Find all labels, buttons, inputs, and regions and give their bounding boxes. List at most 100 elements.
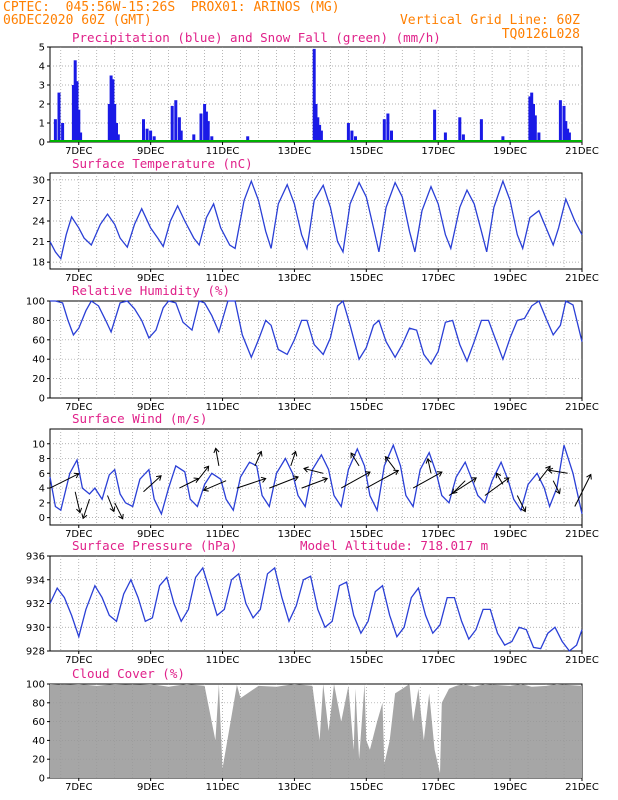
precip-bar <box>458 117 462 142</box>
precip-bar <box>558 100 562 142</box>
precip-xtick-label: 11DEC <box>206 146 240 157</box>
wind-vector-head <box>156 475 162 481</box>
precip-bar <box>179 130 183 142</box>
humidity-xtick-label: 15DEC <box>349 402 383 413</box>
temperature-xtick-label: 19DEC <box>493 273 527 284</box>
precip-bar <box>312 48 316 142</box>
wind-vector-shaft <box>548 469 568 474</box>
pressure-ytick-label: 930 <box>26 623 45 634</box>
wind-vector-shaft <box>340 471 371 489</box>
precip-bar <box>192 134 196 142</box>
precip-bar <box>350 130 354 142</box>
precip-bar <box>567 132 571 142</box>
pressure-xtick-label: 21DEC <box>565 655 599 666</box>
temperature-ytick-label: 21 <box>32 237 45 248</box>
precip-bar <box>382 119 386 142</box>
precip-ytick-label: 4 <box>39 62 45 73</box>
wind-vector-head <box>364 471 371 477</box>
pressure-xtick-label: 11DEC <box>206 655 240 666</box>
cloud-ytick-label: 40 <box>32 736 45 747</box>
precip-bar <box>433 109 437 142</box>
precip-bar <box>532 104 535 142</box>
wind-xtick-label: 11DEC <box>206 529 240 540</box>
precip-bar <box>528 96 532 142</box>
precip-bar <box>203 104 207 142</box>
wind-vector-shaft <box>236 478 266 489</box>
humidity-line <box>50 299 583 366</box>
precip-xtick-label: 17DEC <box>421 146 455 157</box>
wind-vector-shaft <box>452 480 466 494</box>
wind-line <box>49 443 583 516</box>
pressure-ytick-label: 932 <box>26 599 45 610</box>
wind-vector-shaft <box>496 472 504 485</box>
header-grid-note: Vertical Grid Line: 60Z <box>399 13 580 28</box>
pressure-xtick-label: 17DEC <box>421 655 455 666</box>
wind-vector-head <box>503 477 510 483</box>
temperature-title: Surface Temperature (nC) <box>72 156 253 171</box>
wind-vector-head <box>495 472 502 479</box>
wind-vector-head <box>303 466 309 473</box>
cloud-xtick-label: 11DEC <box>206 782 240 793</box>
pressure-xtick-label: 13DEC <box>278 655 312 666</box>
wind-ytick-label: 10 <box>32 439 45 450</box>
wind-xtick-label: 7DEC <box>65 529 92 540</box>
precip-bar <box>77 109 81 142</box>
wind-ytick-label: 0 <box>39 513 45 524</box>
wind-vector-head <box>73 472 80 479</box>
wind-ytick-label: 8 <box>39 454 45 465</box>
wind-vector-head <box>81 513 88 520</box>
precip-bar <box>346 123 350 142</box>
cloud-xtick-label: 13DEC <box>278 782 312 793</box>
precip-bar <box>73 60 77 142</box>
precip-bar <box>177 117 181 142</box>
precip-bar <box>142 119 145 142</box>
wind-vector-head <box>350 452 356 459</box>
precip-bar <box>116 134 120 142</box>
wind-vector-head <box>213 447 220 454</box>
wind-ytick-label: 6 <box>39 469 45 480</box>
precip-xtick-label: 15DEC <box>349 146 383 157</box>
wind-vector-shaft <box>49 473 80 489</box>
wind-vector-head <box>203 465 210 472</box>
cloud-ytick-label: 100 <box>26 680 45 691</box>
wind-vector-shaft <box>82 499 90 519</box>
wind-vector-shaft <box>74 491 81 513</box>
wind-vector-shaft <box>303 468 324 474</box>
precip-xtick-label: 13DEC <box>278 146 312 157</box>
wind-xtick-label: 19DEC <box>493 529 527 540</box>
precip-ytick-label: 0 <box>39 138 45 149</box>
humidity-xtick-label: 21DEC <box>565 402 599 413</box>
wind-vector-shaft <box>385 456 396 470</box>
precip-bar <box>107 104 111 142</box>
precip-bar <box>111 79 115 142</box>
temperature-frame <box>49 172 583 270</box>
precip-bar <box>170 105 174 142</box>
humidity-xtick-label: 7DEC <box>65 402 92 413</box>
wind-vector-shaft <box>215 448 220 466</box>
precip-bar <box>461 134 465 142</box>
temperature-ytick-label: 18 <box>32 258 45 269</box>
precip-bar <box>479 119 483 142</box>
wind-vector-head <box>586 473 592 480</box>
precip-bar <box>79 132 83 142</box>
humidity-ytick-label: 60 <box>32 335 45 346</box>
header-station-line: CPTEC: 045:56W-15:26S PROX01: ARINOS (MG… <box>3 0 340 15</box>
wind-vector-head <box>256 450 263 457</box>
precip-bar <box>316 117 320 142</box>
pressure-line <box>49 566 583 652</box>
humidity-xtick-label: 17DEC <box>421 402 455 413</box>
pressure-annotation: Model Altitude: 718.017 m <box>300 538 488 553</box>
temperature-xtick-label: 11DEC <box>206 273 240 284</box>
wind-vector-shaft <box>366 470 399 489</box>
precip-bar <box>533 115 537 142</box>
humidity-xtick-label: 9DEC <box>137 402 164 413</box>
cloud-ytick-label: 0 <box>39 774 45 785</box>
cloud-ytick-label: 60 <box>32 717 45 728</box>
precip-bar <box>318 124 322 142</box>
wind-vector-shaft <box>290 451 297 467</box>
precip-xtick-label: 9DEC <box>137 146 164 157</box>
wind-vector-head <box>291 450 298 457</box>
precip-bar <box>443 132 447 142</box>
precip-bar <box>115 123 118 142</box>
